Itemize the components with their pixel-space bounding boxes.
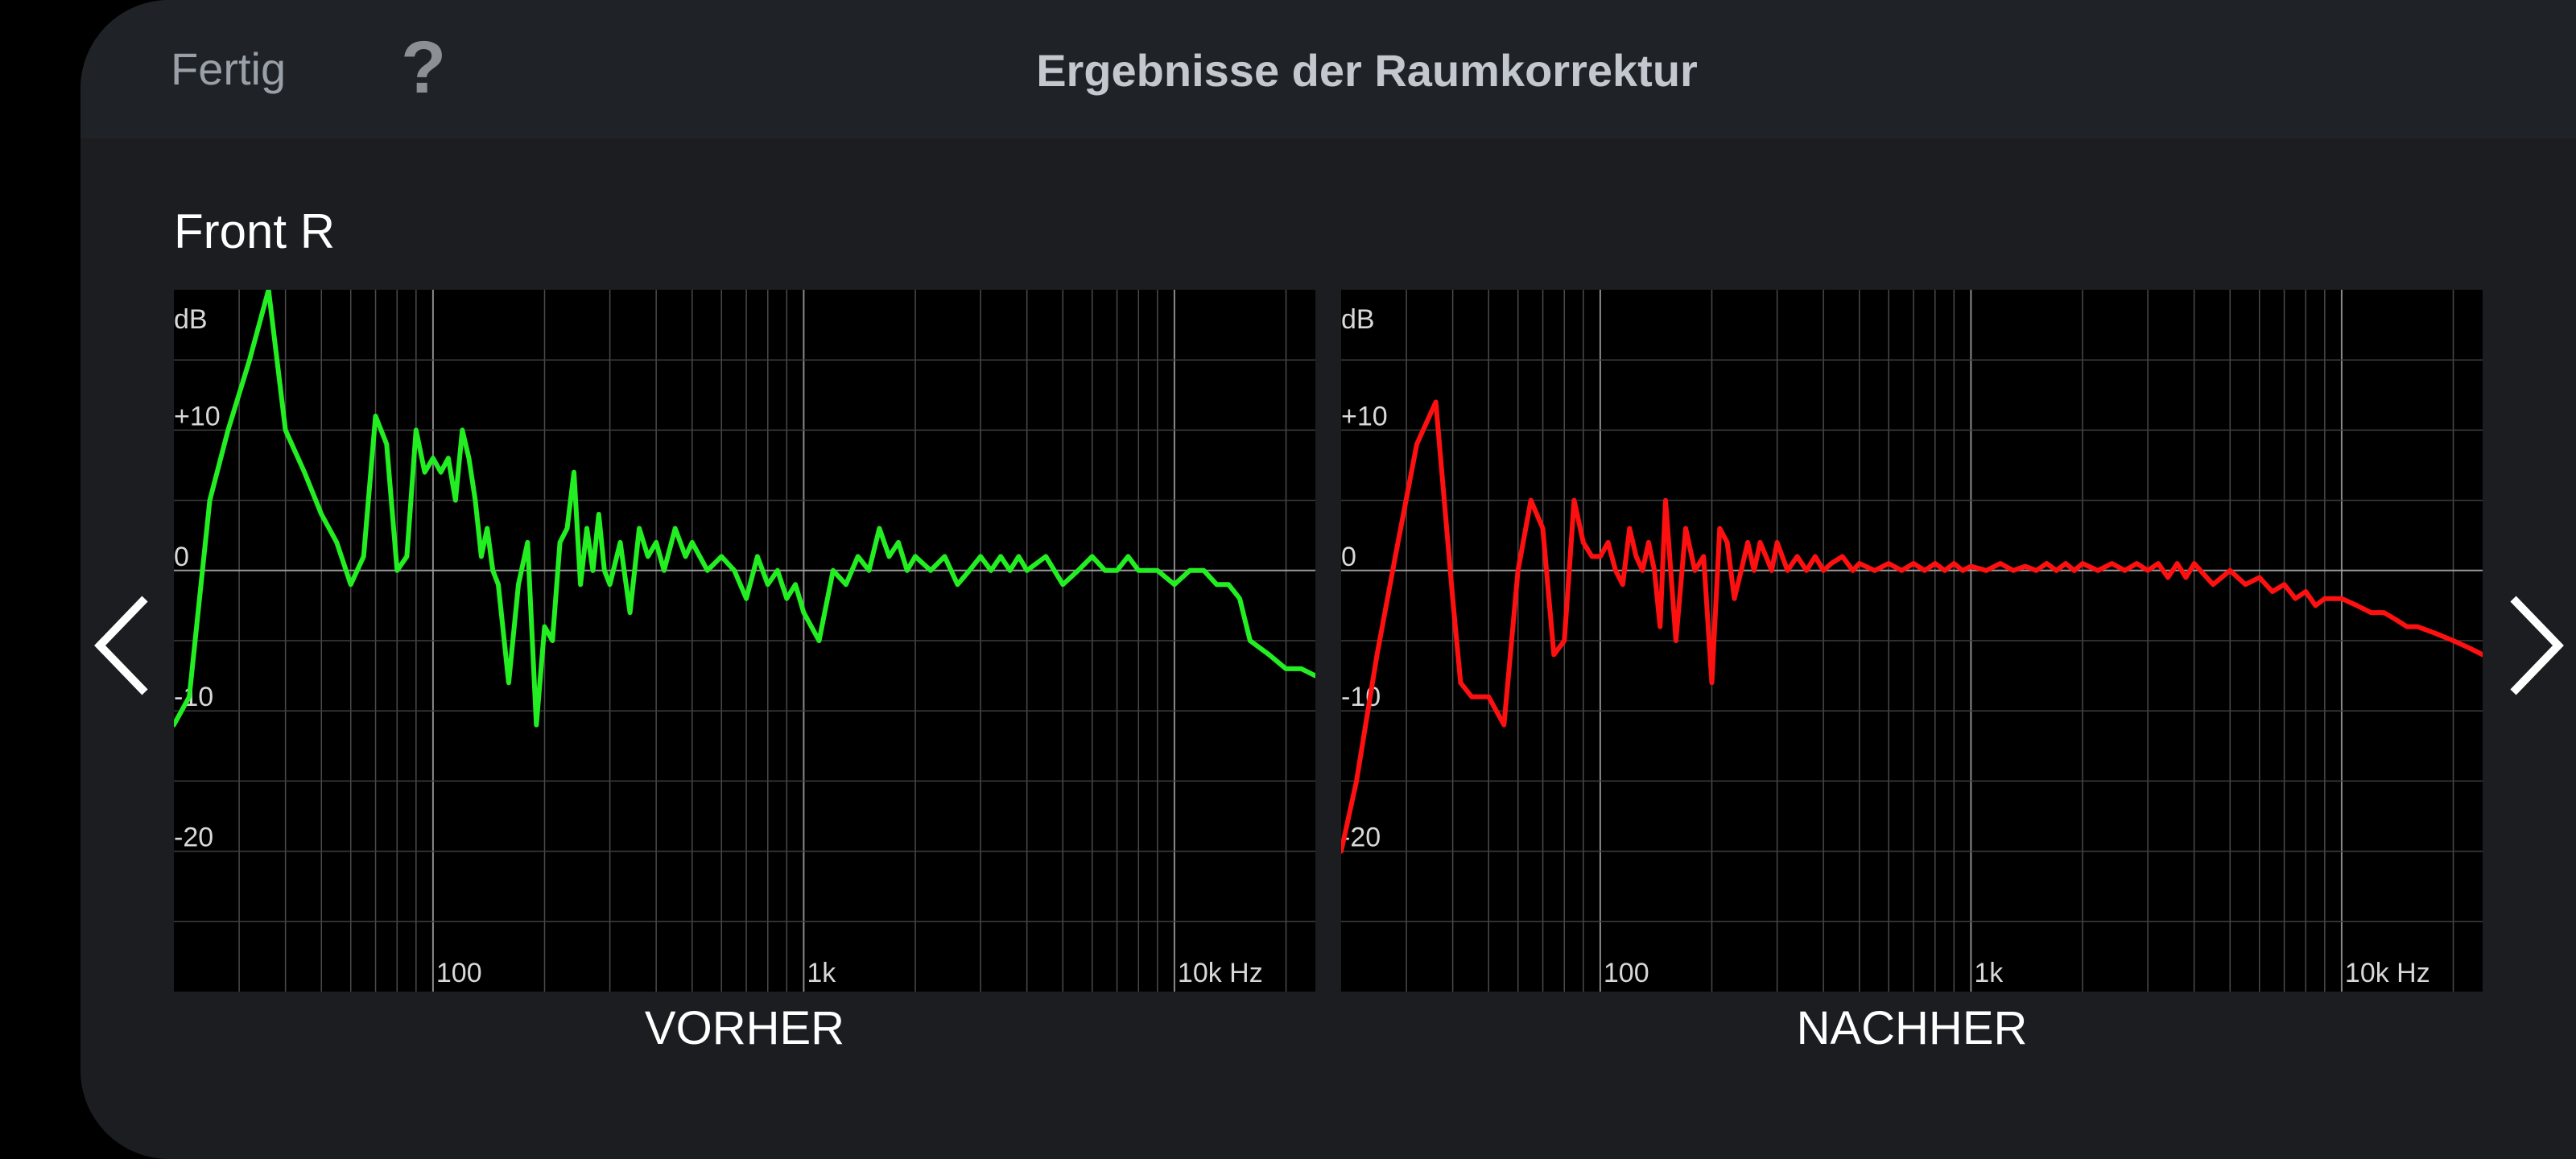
y-axis-unit-label: dB <box>174 304 208 335</box>
y-tick-label: 0 <box>1341 542 1356 572</box>
help-icon[interactable]: ? <box>401 27 447 109</box>
chart-after: +10 0 -10 -20 dB 100 1k 10k Hz <box>1341 290 2483 992</box>
x-tick-label: 100 <box>436 958 482 988</box>
chart-plot: +10 0 -10 -20 dB 100 1k 10k Hz <box>174 290 1315 992</box>
series-line-after <box>1341 399 2483 854</box>
chart-caption-before: VORHER <box>644 1002 845 1054</box>
chart-caption-after: NACHHER <box>1796 1002 2028 1054</box>
x-tick-label: 10k Hz <box>1178 958 1263 988</box>
y-tick-label: +10 <box>1341 401 1388 431</box>
chevron-left-icon[interactable] <box>87 589 159 702</box>
done-button[interactable]: Fertig <box>171 43 287 94</box>
y-axis-unit-label: dB <box>1341 304 1375 335</box>
y-tick-label: -20 <box>174 823 213 853</box>
y-tick-label: 0 <box>174 542 189 572</box>
chart-before: +10 0 -10 -20 dB 100 1k 10k Hz <box>174 290 1315 992</box>
channel-label: Front R <box>174 204 336 258</box>
x-tick-label: 100 <box>1604 958 1649 988</box>
y-tick-label: -10 <box>1341 682 1381 712</box>
page-title: Ergebnisse der Raumkorrektur <box>80 42 2576 100</box>
series-line-before <box>174 290 1315 728</box>
y-tick-label: -10 <box>174 682 213 712</box>
x-tick-label: 10k Hz <box>2345 958 2430 988</box>
chevron-right-icon[interactable] <box>2499 589 2571 702</box>
x-tick-label: 1k <box>807 958 836 988</box>
header-bar: Fertig ? Ergebnisse der Raumkorrektur <box>80 0 2576 138</box>
y-tick-label: +10 <box>174 401 221 431</box>
page-title-text: Ergebnisse der Raumkorrektur <box>1036 45 1698 96</box>
x-tick-label: 1k <box>1974 958 2004 988</box>
